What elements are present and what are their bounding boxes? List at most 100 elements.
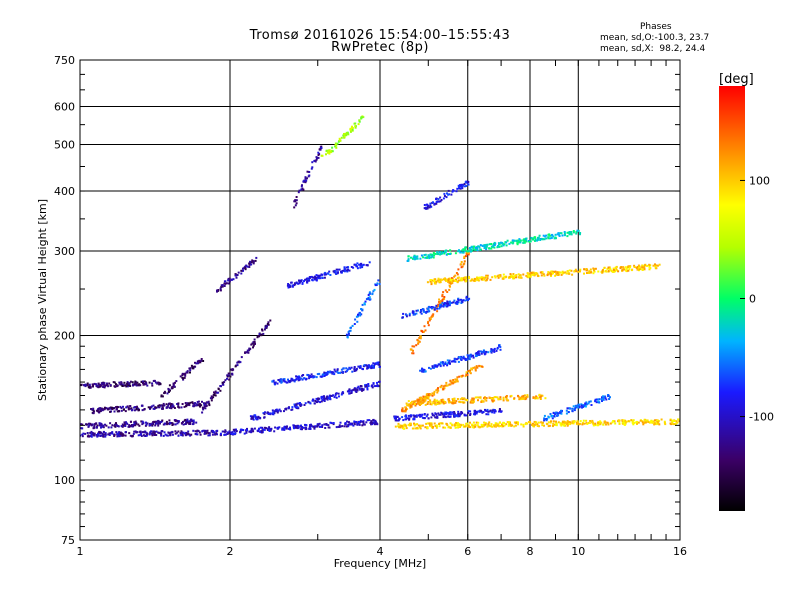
echo-point bbox=[234, 432, 237, 435]
echo-point bbox=[550, 420, 552, 423]
echo-point bbox=[286, 425, 288, 428]
echo-point bbox=[312, 375, 315, 378]
echo-point bbox=[434, 252, 437, 255]
echo-point bbox=[172, 382, 175, 385]
echo-point bbox=[572, 405, 575, 408]
echo-point bbox=[208, 432, 211, 435]
echo-point bbox=[606, 267, 609, 270]
echo-point bbox=[545, 418, 548, 421]
echo-point bbox=[307, 400, 310, 403]
echo-point bbox=[513, 277, 516, 280]
echo-point bbox=[276, 427, 279, 430]
echo-point bbox=[348, 366, 351, 369]
echo-point bbox=[252, 415, 254, 418]
echo-point bbox=[145, 434, 148, 437]
echo-point bbox=[354, 125, 357, 128]
echo-point bbox=[485, 350, 488, 353]
echo-point bbox=[247, 351, 250, 354]
echo-point bbox=[446, 411, 449, 414]
y-tick-label: 300 bbox=[54, 245, 75, 258]
echo-point bbox=[171, 430, 174, 433]
echo-point bbox=[166, 434, 169, 437]
echo-point bbox=[376, 282, 379, 285]
echo-point bbox=[442, 412, 445, 415]
echo-point bbox=[444, 416, 447, 419]
echo-point bbox=[531, 238, 534, 241]
echo-point bbox=[500, 410, 502, 413]
echo-point bbox=[209, 397, 212, 400]
echo-point bbox=[180, 434, 183, 437]
echo-point bbox=[119, 432, 122, 435]
echo-point bbox=[358, 119, 361, 122]
echo-point bbox=[644, 420, 647, 423]
echo-point bbox=[429, 424, 432, 427]
echo-point bbox=[415, 415, 418, 418]
echo-point bbox=[254, 414, 257, 417]
echo-point bbox=[351, 389, 354, 392]
echo-point bbox=[488, 397, 491, 399]
echo-point bbox=[143, 380, 146, 383]
echo-point bbox=[428, 255, 431, 258]
echo-point bbox=[358, 387, 361, 390]
echo-point bbox=[411, 345, 414, 348]
echo-point bbox=[411, 400, 414, 403]
echo-point bbox=[509, 423, 512, 426]
echo-point bbox=[469, 426, 472, 429]
echo-point bbox=[524, 423, 527, 426]
echo-point bbox=[658, 263, 661, 266]
echo-point bbox=[224, 280, 227, 283]
echo-point bbox=[310, 373, 313, 376]
echo-point bbox=[172, 405, 175, 408]
echo-point bbox=[440, 279, 443, 281]
echo-point bbox=[242, 429, 245, 432]
echo-point bbox=[205, 401, 208, 404]
echo-point bbox=[439, 363, 442, 366]
echo-point bbox=[434, 278, 437, 281]
echo-point bbox=[318, 372, 321, 375]
echo-point bbox=[469, 250, 472, 253]
echo-point bbox=[464, 398, 467, 401]
echo-point bbox=[480, 409, 482, 412]
echo-point bbox=[447, 193, 450, 196]
echo-point bbox=[315, 158, 318, 161]
echo-point bbox=[102, 434, 105, 436]
echo-point bbox=[311, 166, 314, 169]
echo-point bbox=[443, 413, 446, 416]
echo-point bbox=[439, 365, 442, 368]
echo-point bbox=[526, 395, 529, 398]
echo-point bbox=[443, 387, 446, 390]
echo-point bbox=[432, 313, 435, 316]
echo-point bbox=[498, 409, 501, 412]
echo-point bbox=[454, 252, 457, 255]
echo-point bbox=[476, 278, 479, 281]
echo-point bbox=[496, 396, 499, 399]
echo-point bbox=[522, 273, 525, 276]
echo-point bbox=[464, 375, 467, 378]
echo-point bbox=[185, 431, 188, 434]
echo-point bbox=[356, 267, 359, 270]
echo-point bbox=[468, 297, 471, 300]
echo-point bbox=[304, 402, 307, 405]
echo-point bbox=[420, 424, 423, 427]
echo-point bbox=[414, 404, 417, 407]
echo-point bbox=[673, 423, 675, 426]
echo-point bbox=[466, 374, 469, 376]
echo-point bbox=[332, 394, 335, 397]
echo-point bbox=[551, 424, 554, 427]
echo-point bbox=[433, 414, 435, 417]
echo-point bbox=[422, 399, 425, 402]
echo-point bbox=[142, 382, 144, 384]
echo-point bbox=[204, 404, 207, 406]
echo-point bbox=[242, 269, 244, 272]
echo-point bbox=[348, 392, 351, 395]
echo-point bbox=[361, 424, 364, 427]
echo-point bbox=[220, 385, 222, 388]
echo-point bbox=[105, 424, 108, 427]
echo-point bbox=[418, 403, 421, 406]
echo-point bbox=[658, 423, 661, 426]
echo-point bbox=[175, 419, 178, 422]
echo-point bbox=[370, 367, 373, 370]
echo-point bbox=[434, 282, 436, 285]
echo-point bbox=[455, 400, 458, 403]
echo-point bbox=[95, 434, 98, 436]
